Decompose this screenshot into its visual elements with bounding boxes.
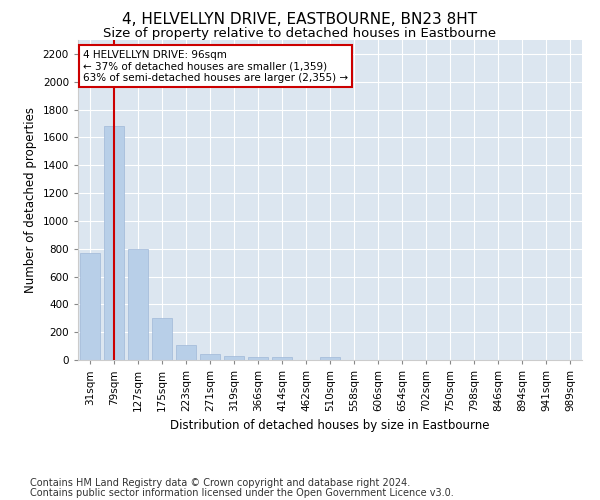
Bar	[272, 357, 292, 360]
Bar	[128, 250, 148, 360]
Text: 4 HELVELLYN DRIVE: 96sqm
← 37% of detached houses are smaller (1,359)
63% of sem: 4 HELVELLYN DRIVE: 96sqm ← 37% of detach…	[83, 50, 348, 83]
Bar	[200, 354, 220, 360]
X-axis label: Distribution of detached houses by size in Eastbourne: Distribution of detached houses by size …	[170, 420, 490, 432]
Bar	[104, 126, 124, 360]
Text: Size of property relative to detached houses in Eastbourne: Size of property relative to detached ho…	[103, 28, 497, 40]
Bar	[152, 318, 172, 360]
Y-axis label: Number of detached properties: Number of detached properties	[24, 107, 37, 293]
Bar	[248, 357, 268, 360]
Bar	[320, 357, 340, 360]
Text: Contains HM Land Registry data © Crown copyright and database right 2024.: Contains HM Land Registry data © Crown c…	[30, 478, 410, 488]
Bar	[224, 356, 244, 360]
Text: 4, HELVELLYN DRIVE, EASTBOURNE, BN23 8HT: 4, HELVELLYN DRIVE, EASTBOURNE, BN23 8HT	[122, 12, 478, 28]
Text: Contains public sector information licensed under the Open Government Licence v3: Contains public sector information licen…	[30, 488, 454, 498]
Bar	[176, 344, 196, 360]
Bar	[80, 253, 100, 360]
